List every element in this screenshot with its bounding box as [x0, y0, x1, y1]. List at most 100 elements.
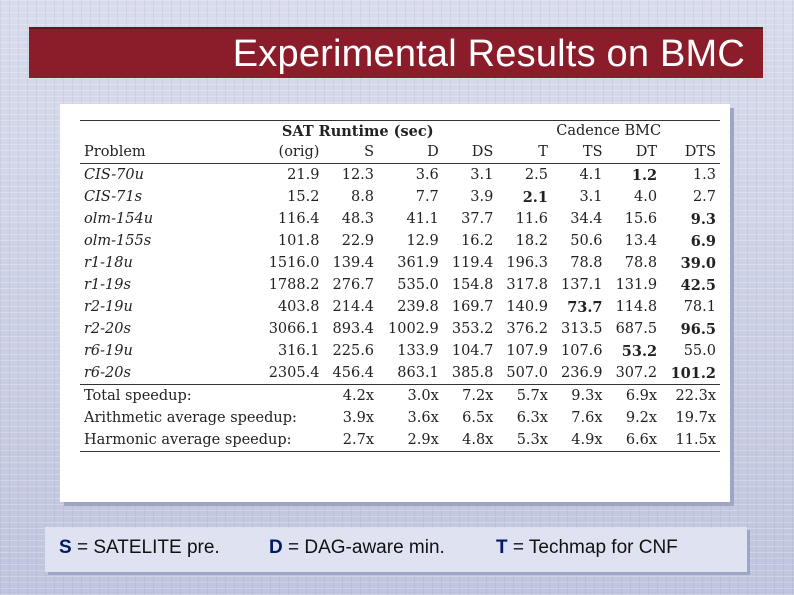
table-cell: 403.8: [277, 299, 320, 315]
table-cell: 316.1: [277, 343, 320, 359]
table-cell: 3.6: [415, 167, 439, 183]
table-cell: 48.3: [341, 211, 375, 227]
table-cell: 15.6: [624, 211, 658, 227]
table-row: CIS-71s 15.2 8.8 7.7 3.9 2.1 3.1 4.0 2.7: [80, 186, 720, 208]
table-cell: 225.6: [332, 343, 375, 359]
table-cell: 3066.1: [268, 321, 320, 337]
table-cell: 376.2: [506, 321, 548, 337]
table-cell: 37.7: [461, 211, 494, 227]
problem-name: r1-19s: [84, 277, 131, 293]
table-cell: 2.5: [524, 167, 548, 183]
table-cell: 236.9: [561, 365, 603, 381]
table-cell: 1002.9: [388, 321, 439, 337]
table-cell: 4.1: [579, 167, 603, 183]
summary-cell: 5.7x: [516, 388, 548, 404]
table-cell: 119.4: [451, 255, 494, 271]
summary-label: Harmonic average speedup:: [84, 432, 292, 448]
table-cell: 214.4: [332, 299, 375, 315]
table-cell: 1.2: [631, 166, 658, 184]
table-cell: 9.3: [690, 210, 716, 228]
summary-cell: 2.9x: [407, 432, 439, 448]
slide-title: Experimental Results on BMC: [232, 33, 745, 75]
table-row: olm-154u 116.4 48.3 41.1 37.7 11.6 34.4 15.6 9.3: [80, 208, 720, 230]
problem-name: r6-19u: [84, 343, 133, 359]
table-cell: 3.1: [470, 167, 494, 183]
table-cell: 353.2: [451, 321, 494, 337]
table-cell: 16.2: [461, 233, 494, 249]
table-cell: 4.0: [634, 189, 658, 205]
table-cell: 39.0: [680, 254, 716, 272]
summary-cell: 4.9x: [571, 432, 603, 448]
table-cell: 11.6: [515, 211, 548, 227]
table-row: r2-20s 3066.1 893.4 1002.9 353.2 376.2 313.5 68…: [80, 318, 720, 340]
problem-name: r1-18u: [84, 255, 133, 271]
legend-bar: S = SATELITE pre. D = DAG-aware min. T =…: [45, 527, 747, 572]
column-header: T: [538, 144, 548, 160]
table-cell: 131.9: [615, 277, 658, 293]
summary-cell: 4.8x: [462, 432, 494, 448]
column-header: D: [427, 144, 439, 160]
results-table-panel: SAT Runtime (sec) Cadence BMC Problem (o…: [60, 104, 730, 502]
table-cell: 276.7: [332, 277, 375, 293]
table-row: r6-20s 2305.4 456.4 863.1 385.8 507.0 236.9 307…: [80, 362, 720, 385]
table-cell: 2.1: [522, 188, 548, 206]
legend-item-d: D = DAG-aware min.: [269, 537, 445, 559]
summary-cell: 6.3x: [516, 410, 548, 426]
sat-runtime-header: SAT Runtime (sec): [281, 122, 434, 140]
table-row: CIS-70u 21.9 12.3 3.6 3.1 2.5 4.1 1.2 1.3: [80, 164, 720, 186]
column-header: TS: [582, 144, 603, 160]
table-cell: 3.1: [579, 189, 603, 205]
table-cell: 78.8: [624, 255, 658, 271]
table-cell: 687.5: [615, 321, 658, 337]
table-cell: 73.7: [567, 298, 603, 316]
table-cell: 13.4: [624, 233, 658, 249]
table-cell: 1788.2: [268, 277, 320, 293]
column-header: DT: [635, 144, 658, 160]
legend-item-s: S = SATELITE pre.: [59, 537, 220, 559]
table-cell: 385.8: [451, 365, 494, 381]
table-cell: 137.1: [561, 277, 603, 293]
column-header: DS: [471, 144, 494, 160]
table-cell: 140.9: [506, 299, 548, 315]
summary-cell: 3.0x: [407, 388, 439, 404]
summary-cell: 19.7x: [675, 410, 716, 426]
table-cell: 1516.0: [268, 255, 320, 271]
legend-text: = DAG-aware min.: [282, 537, 445, 558]
title-bar: Experimental Results on BMC: [29, 27, 763, 78]
table-cell: 114.8: [615, 299, 658, 315]
table-cell: 42.5: [680, 276, 716, 294]
summary-row: Arithmetic average speedup: 3.9x 3.6x 6.5x 6…: [80, 407, 720, 429]
summary-cell: 9.2x: [625, 410, 658, 426]
table-cell: 21.9: [287, 167, 320, 183]
table-cell: 34.4: [570, 211, 603, 227]
table-cell: 55.0: [683, 343, 716, 359]
summary-cell: 5.3x: [516, 432, 548, 448]
table-cell: 12.3: [341, 167, 375, 183]
table-cell: 101.8: [277, 233, 320, 249]
table-cell: 307.2: [615, 365, 658, 381]
table-row: r1-19s 1788.2 276.7 535.0 154.8 317.8 137.1 131…: [80, 274, 720, 296]
legend-key: S: [59, 537, 72, 558]
problem-name: CIS-70u: [84, 167, 144, 183]
problem-name: CIS-71s: [84, 189, 143, 205]
table-row: r1-18u 1516.0 139.4 361.9 119.4 196.3 78.8 78.8…: [80, 252, 720, 274]
legend-text: = Techmap for CNF: [507, 537, 678, 558]
table-cell: 507.0: [506, 365, 548, 381]
table-cell: 2305.4: [268, 365, 320, 381]
column-header: (orig): [278, 144, 320, 160]
table-cell: 133.9: [397, 343, 439, 359]
summary-label: Arithmetic average speedup:: [84, 410, 297, 426]
table-cell: 41.1: [406, 211, 439, 227]
table-cell: 50.6: [570, 233, 603, 249]
table-cell: 107.9: [506, 343, 548, 359]
summary-cell: 3.6x: [407, 410, 439, 426]
table-cell: 196.3: [506, 255, 548, 271]
summary-cell: 9.3x: [571, 388, 603, 404]
table-cell: 154.8: [451, 277, 494, 293]
table-cell: 18.2: [515, 233, 548, 249]
summary-cell: 3.9x: [342, 410, 375, 426]
table-cell: 78.8: [570, 255, 603, 271]
column-header: Problem: [84, 144, 146, 160]
table-cell: 22.9: [341, 233, 375, 249]
cadence-bmc-header: Cadence BMC: [556, 123, 662, 139]
